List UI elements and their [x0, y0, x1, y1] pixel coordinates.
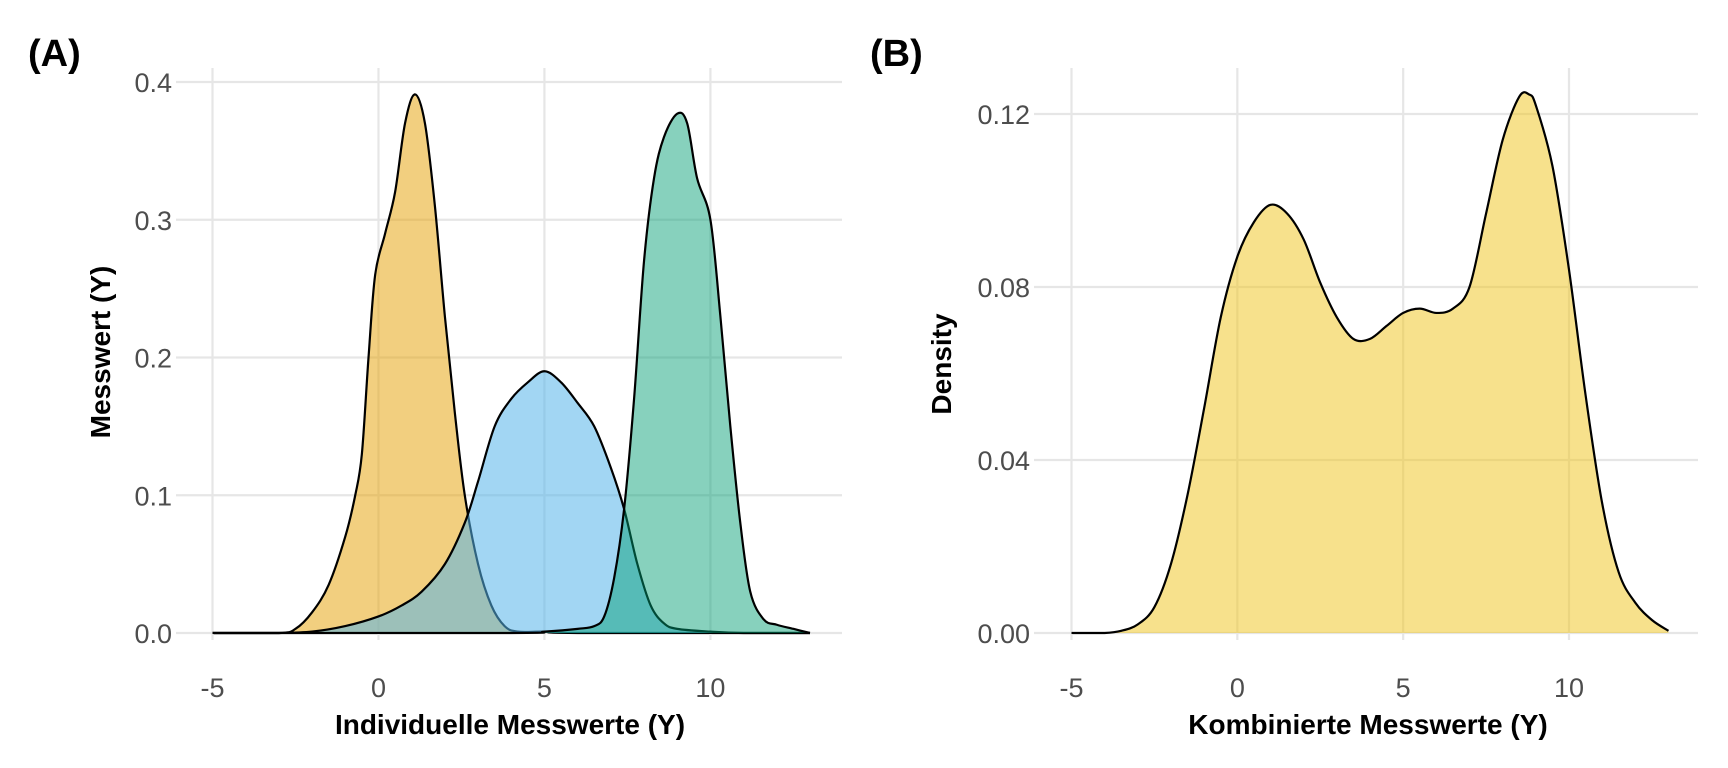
- density-area-0: [1071, 92, 1669, 633]
- x-tick-label: 5: [537, 673, 552, 703]
- panel-a-x-ticks: -5 0 5 10: [200, 634, 725, 703]
- panel-b-y-ticks: 0.00 0.04 0.08 0.12: [977, 100, 1040, 649]
- y-tick-label: 0.08: [977, 273, 1030, 303]
- y-tick-label: 0.0: [134, 619, 172, 649]
- x-tick-label: 10: [695, 673, 725, 703]
- density-line-1: [212, 370, 810, 635]
- density-area-2: [212, 112, 810, 633]
- panel-b-y-axis-title: Density: [926, 313, 957, 415]
- panel-b-x-ticks: -5 0 5 10: [1059, 634, 1584, 703]
- panel-a-y-ticks: 0.0 0.1 0.2 0.3 0.4: [134, 68, 182, 649]
- density-area-0: [212, 94, 810, 633]
- panel-b-series: [1071, 91, 1670, 635]
- panel-a-x-axis-title: Individuelle Messwerte (Y): [335, 709, 685, 740]
- y-tick-label: 0.12: [977, 100, 1030, 130]
- y-tick-label: 0.3: [134, 206, 172, 236]
- density-area-1: [212, 371, 810, 633]
- y-tick-label: 0.4: [134, 68, 172, 98]
- x-tick-label: -5: [200, 673, 224, 703]
- y-tick-label: 0.00: [977, 619, 1030, 649]
- density-line-2: [212, 111, 811, 635]
- panel-a-y-axis-title: Messwert (Y): [85, 266, 116, 439]
- x-tick-label: 10: [1554, 673, 1584, 703]
- x-tick-label: -5: [1059, 673, 1083, 703]
- y-tick-label: 0.1: [134, 481, 172, 511]
- panel-b-x-axis-title: Kombinierte Messwerte (Y): [1188, 709, 1547, 740]
- panel-b: (B) 0.00 0.04 0.08 0.12 -5 0 5 10 Kombinierte …: [870, 33, 1698, 740]
- panel-a-series: [212, 93, 811, 635]
- panel-b-letter: (B): [870, 33, 923, 75]
- y-tick-label: 0.2: [134, 344, 172, 374]
- panel-a: (A) 0.0 0.1 0.2 0.3 0.4 -5 0 5 10 Individuelle …: [28, 33, 842, 740]
- panel-a-grid: [182, 68, 842, 635]
- density-line-0: [1071, 91, 1670, 635]
- y-tick-label: 0.04: [977, 446, 1030, 476]
- x-tick-label: 0: [1230, 673, 1245, 703]
- x-tick-label: 0: [371, 673, 386, 703]
- panel-a-letter: (A): [28, 33, 81, 75]
- x-tick-label: 5: [1396, 673, 1411, 703]
